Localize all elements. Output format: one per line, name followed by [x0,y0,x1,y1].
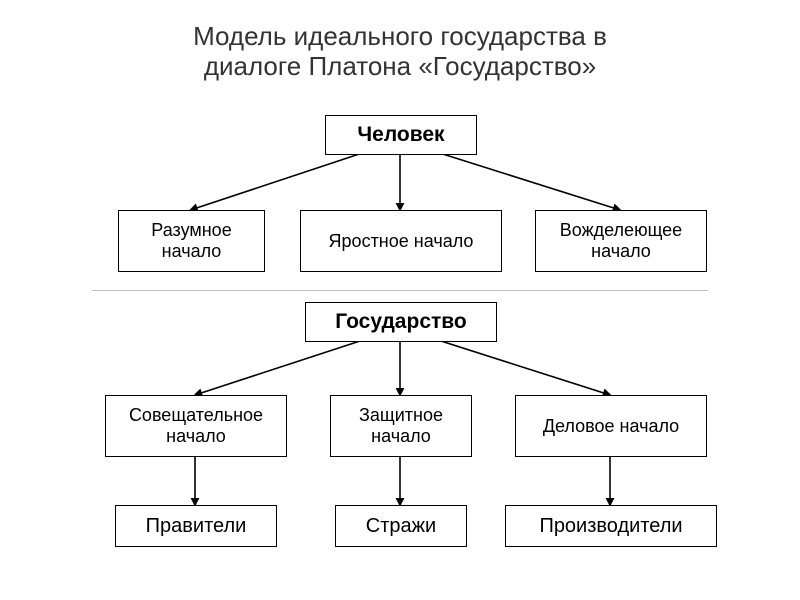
node-label: Человек [357,123,444,147]
node-producers: Производители [505,505,717,547]
node-label: Совещательноеначало [129,405,263,446]
node-appetitive: Вожделеющееначало [535,210,707,272]
section-divider [92,290,708,291]
node-deliberative: Совещательноеначало [105,395,287,457]
node-label: Вожделеющееначало [560,220,682,261]
diagram-title: Модель идеального государства в диалоге … [130,22,670,82]
node-label: Правители [146,515,247,538]
title-line-1: Модель идеального государства в [193,21,607,51]
node-rational: Разумноеначало [118,210,265,272]
node-human: Человек [325,115,477,155]
node-business: Деловое начало [515,395,707,457]
node-label: Стражи [366,515,436,538]
node-label: Государство [335,310,467,334]
node-protective: Защитноеначало [330,395,472,457]
title-line-2: диалоге Платона «Государство» [204,51,596,81]
node-guards: Стражи [335,505,467,547]
node-spirited: Яростное начало [300,210,502,272]
node-label: Яростное начало [329,231,474,252]
node-label: Разумноеначало [151,220,231,261]
node-rulers: Правители [115,505,277,547]
node-label: Деловое начало [543,416,679,437]
node-label: Защитноеначало [359,405,443,446]
node-state: Государство [305,302,497,342]
node-label: Производители [539,515,682,538]
